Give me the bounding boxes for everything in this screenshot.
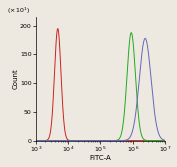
Y-axis label: Count: Count xyxy=(12,68,18,89)
X-axis label: FITC-A: FITC-A xyxy=(90,155,111,161)
Text: $(\times\,10^1)$: $(\times\,10^1)$ xyxy=(7,6,31,16)
